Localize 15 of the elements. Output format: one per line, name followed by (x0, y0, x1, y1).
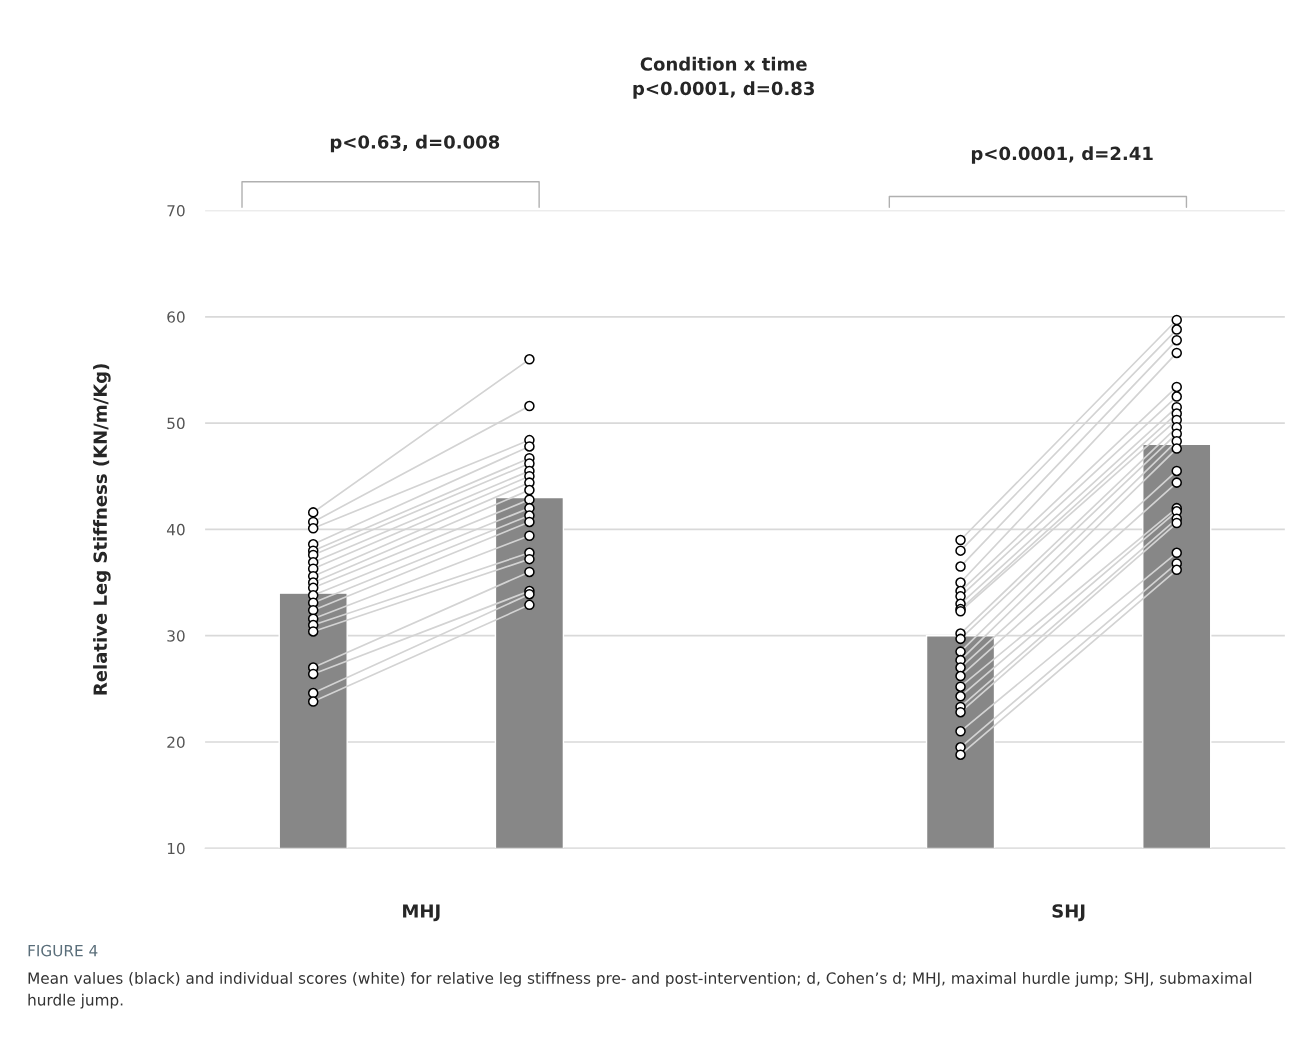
y-tick-label: 10 (167, 842, 185, 855)
y-tick-label: 40 (166, 523, 185, 536)
text: p<0.0001, d=2.41 (971, 146, 1153, 164)
y-tick-label: 20 (167, 736, 185, 748)
y-tick-label: 60 (167, 311, 185, 323)
x-tick-label: SHJ (1052, 904, 1085, 922)
x-tick-label: MHJ (403, 904, 440, 922)
caption: FIGURE 4 (28, 944, 98, 957)
y-tick-label: 30 (167, 630, 185, 642)
chart-title: Condition x time p<0.0001, d=0.83 (633, 56, 814, 99)
y-tick-label: 50 (167, 417, 185, 430)
text: Mean values (black) and individual scores (white) for relative leg stiffness pre- and post-intervention; d, Cohen’s d; MHJ, maximal hurdle jump; SHJ, submaximal hurdle jump. (28, 972, 1252, 1009)
y-axis-title: Relative Leg Stiffness (KN/m/Kg) (93, 364, 111, 695)
y-tick-label: 70 (167, 204, 185, 217)
text: p<0.63, d=0.008 (330, 134, 500, 153)
